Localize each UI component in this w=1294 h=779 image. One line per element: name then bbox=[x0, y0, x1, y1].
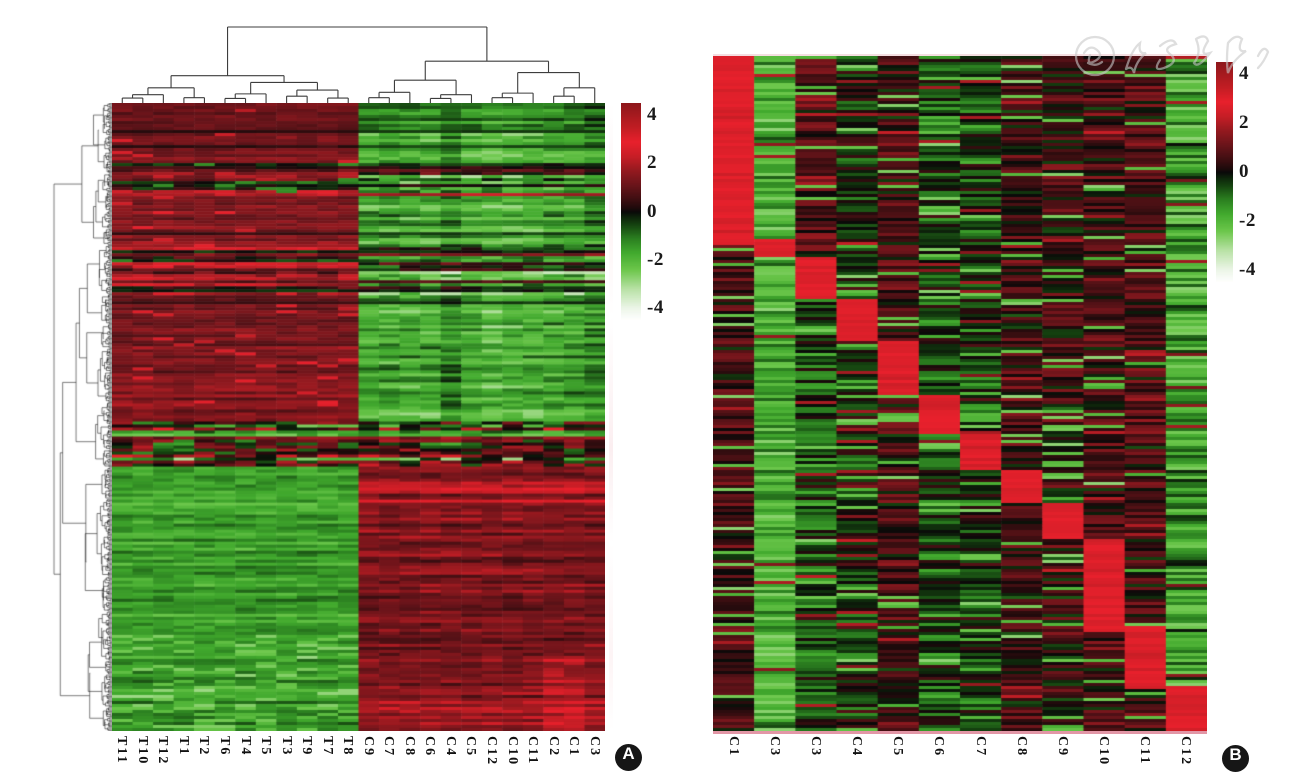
column-label: T4 bbox=[237, 736, 253, 757]
column-label: T8 bbox=[340, 736, 356, 757]
column-label: T9 bbox=[299, 736, 315, 757]
column-label: C9 bbox=[1054, 736, 1070, 758]
panel-b-colorbar bbox=[1216, 62, 1233, 282]
column-label: T11 bbox=[114, 736, 130, 765]
watermark-seal bbox=[1074, 35, 1270, 77]
column-label: T1 bbox=[175, 736, 191, 757]
column-label: C12 bbox=[484, 736, 500, 767]
column-label: C12 bbox=[1178, 736, 1194, 767]
column-label: T2 bbox=[196, 736, 212, 757]
column-label: C4 bbox=[442, 736, 458, 758]
column-label: C11 bbox=[1137, 736, 1153, 766]
colorbar-tick-label: 2 bbox=[1239, 112, 1249, 134]
panel-a-column-dendrogram bbox=[121, 26, 596, 103]
panel-b-badge-letter: B bbox=[1229, 745, 1242, 764]
column-label: C1 bbox=[566, 736, 582, 758]
column-label: C8 bbox=[1013, 736, 1029, 758]
column-label: C3 bbox=[807, 736, 823, 758]
colorbar-tick-label: -2 bbox=[647, 248, 664, 270]
panel-a-row-annotation-strip bbox=[609, 103, 613, 731]
column-label: T12 bbox=[155, 736, 171, 766]
panel-b-top-edge bbox=[713, 54, 1207, 56]
panel-a-colorbar bbox=[621, 103, 641, 320]
panel-b-bottom-edge bbox=[713, 731, 1207, 734]
colorbar-tick-label: -4 bbox=[1239, 258, 1256, 280]
column-label: T7 bbox=[319, 736, 335, 757]
panel-a-badge-letter: A bbox=[622, 744, 635, 763]
column-label: C4 bbox=[849, 736, 865, 758]
panel-b-badge: B bbox=[1222, 745, 1249, 772]
colorbar-tick-label: -4 bbox=[647, 296, 664, 318]
column-label: C5 bbox=[890, 736, 906, 758]
column-label: C6 bbox=[422, 736, 438, 758]
column-label: C7 bbox=[972, 736, 988, 758]
column-label: C3 bbox=[586, 736, 602, 758]
column-label: C10 bbox=[1096, 736, 1112, 767]
column-label: C2 bbox=[545, 736, 561, 758]
colorbar-tick-label: 0 bbox=[647, 200, 657, 222]
column-label: C9 bbox=[360, 736, 376, 758]
panel-a-heatmap bbox=[112, 103, 605, 731]
colorbar-tick-label: 4 bbox=[647, 104, 657, 126]
column-label: C3 bbox=[766, 736, 782, 758]
colorbar-tick-label: -2 bbox=[1239, 209, 1256, 231]
column-label: T10 bbox=[134, 736, 150, 766]
colorbar-tick-label: 0 bbox=[1239, 161, 1249, 182]
column-label: C1 bbox=[725, 736, 741, 758]
colorbar-tick-label: 4 bbox=[1239, 63, 1249, 85]
column-label: C11 bbox=[525, 736, 541, 766]
watermark-circle-icon bbox=[1074, 35, 1116, 77]
column-label: C8 bbox=[401, 736, 417, 758]
column-label: T5 bbox=[258, 736, 274, 757]
column-label: T6 bbox=[216, 736, 232, 757]
column-label: C7 bbox=[381, 736, 397, 758]
panel-a-badge: A bbox=[615, 744, 642, 771]
column-label: C10 bbox=[504, 736, 520, 767]
column-label: C6 bbox=[931, 736, 947, 758]
panel-a-row-dendrogram bbox=[35, 103, 112, 731]
column-label: C5 bbox=[463, 736, 479, 758]
panel-b-heatmap bbox=[713, 56, 1207, 731]
column-label: T3 bbox=[278, 736, 294, 757]
colorbar-tick-label: 2 bbox=[647, 152, 657, 174]
